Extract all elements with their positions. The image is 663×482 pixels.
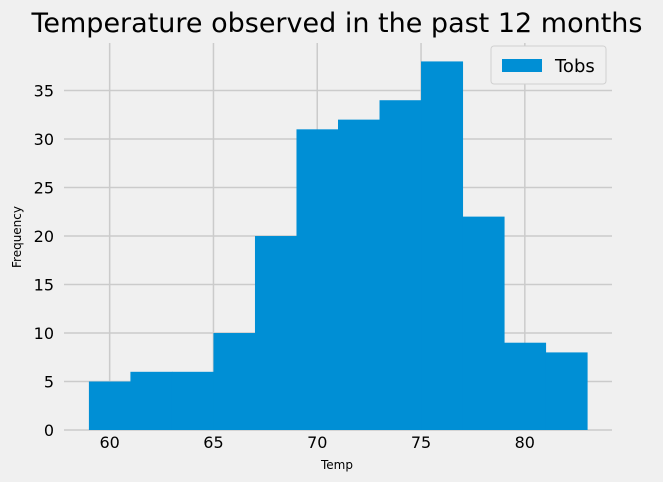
- histogram-bar: [421, 61, 464, 431]
- histogram-bar: [545, 352, 588, 430]
- x-tick-label: 75: [411, 433, 431, 452]
- y-axis-label: Frequency: [10, 206, 24, 268]
- histogram-bar: [462, 216, 505, 430]
- histogram-bar: [130, 371, 173, 430]
- y-tick-label: 0: [44, 421, 54, 440]
- histogram-bar: [379, 100, 422, 431]
- x-tick-label: 70: [307, 433, 327, 452]
- histogram-bar: [296, 129, 339, 430]
- histogram-bar: [171, 371, 214, 430]
- x-tick-label: 65: [203, 433, 223, 452]
- y-tick-label: 20: [34, 227, 54, 246]
- histogram-bar: [88, 381, 131, 430]
- y-tick-label: 15: [34, 276, 54, 295]
- x-tick-label: 80: [515, 433, 535, 452]
- y-tick-label: 30: [34, 130, 54, 149]
- y-tick-label: 25: [34, 179, 54, 198]
- chart-title: Temperature observed in the past 12 mont…: [30, 8, 642, 39]
- y-tick-label: 35: [34, 82, 54, 101]
- legend-box: [490, 45, 607, 85]
- y-tick-label: 10: [34, 324, 54, 343]
- histogram-bars: [88, 61, 588, 431]
- legend-label: Tobs: [554, 56, 595, 77]
- histogram-bar: [254, 236, 297, 430]
- legend-swatch: [502, 59, 542, 72]
- histogram-bar: [338, 119, 381, 431]
- legend: Tobs: [490, 45, 607, 85]
- y-axis-ticks: 0 5 10 15 20 25 30 35: [34, 82, 54, 440]
- x-tick-label: 60: [99, 433, 119, 452]
- histogram-bar: [213, 333, 256, 430]
- x-axis-ticks: 60 65 70 75 80: [99, 433, 535, 452]
- y-tick-label: 5: [44, 373, 54, 392]
- histogram-bar: [504, 342, 547, 430]
- x-axis-label: Temp: [320, 458, 353, 472]
